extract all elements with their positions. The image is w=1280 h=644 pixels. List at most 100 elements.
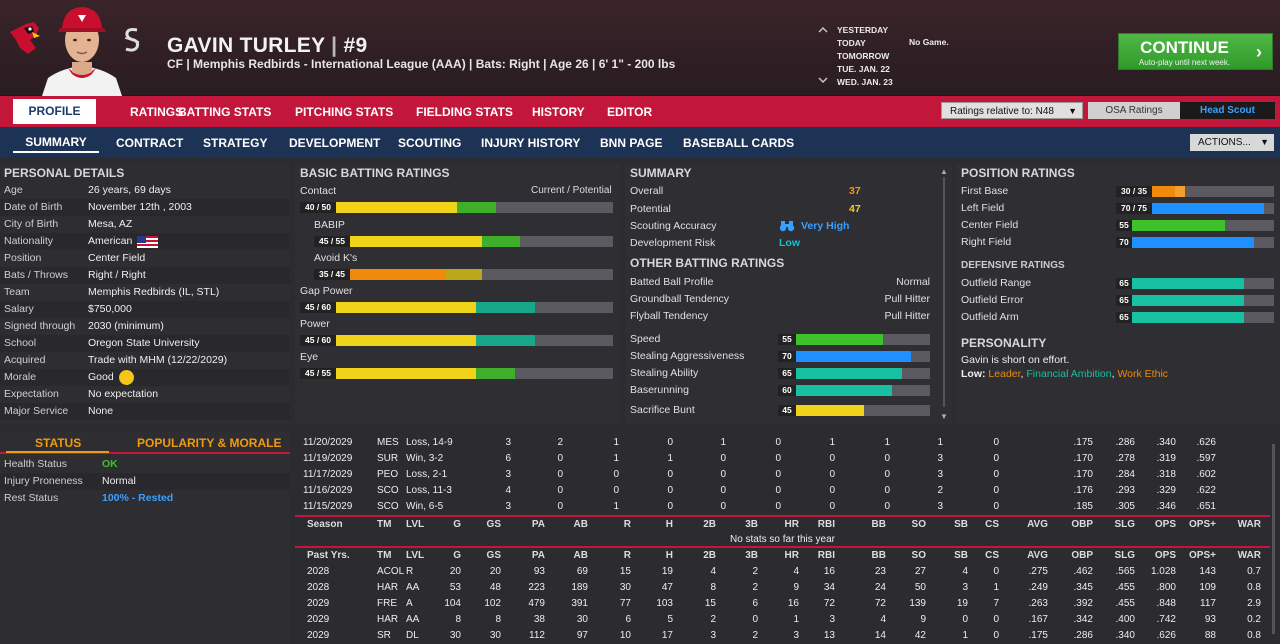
personal-value: $750,000 [88,303,132,315]
rating-fill [1116,278,1245,289]
rating-value: 60 [778,385,796,396]
tab-status[interactable]: STATUS [35,436,82,450]
current-segment [1116,203,1255,214]
subtab-development[interactable]: DEVELOPMENT [289,136,381,150]
past-season-row-cell: 2028 [307,566,330,577]
game-log-row-cell: 0 [829,469,835,480]
subtab-baseball-cards[interactable]: BASEBALL CARDS [683,136,795,150]
past-season-row-cell: 3 [829,614,835,625]
game-log-row-cell: 3 [505,501,511,512]
past-season-row-cell: 30 [619,582,631,593]
game-log-row-cell: 0 [667,485,673,496]
rating-value: 45 / 60 [300,302,336,313]
chevron-up-icon[interactable] [818,27,828,33]
tab-fielding-stats[interactable]: FIELDING STATS [416,105,513,119]
tab-history[interactable]: HISTORY [532,105,585,119]
game-log-row-cell: 0 [775,501,781,512]
subtab-scouting[interactable]: SCOUTING [398,136,462,150]
actions-label: ACTIONS... [1198,137,1251,148]
player-info: CF | Memphis Redbirds - International Le… [167,57,676,71]
subtab-strategy[interactable]: STRATEGY [203,136,268,150]
subtab-bnn-page[interactable]: BNN PAGE [600,136,663,150]
past-season-row-cell: 42 [914,630,926,641]
schedule-day[interactable]: YESTERDAY [837,25,889,35]
personal-key: Acquired [4,354,46,366]
low-trait-financial: Financial Ambition [1026,368,1112,380]
past-season-row-cell: 2 [752,566,758,577]
current-segment [314,236,483,247]
summary-title: SUMMARY [630,166,692,180]
past-season-row: 2028 HAR AA 53 48 223 189 30 47 8 2 9 34 24 50 3 1 .249 .3… [295,580,1270,596]
tab-editor[interactable]: EDITOR [607,105,653,119]
running-rating-label: Sacrifice Bunt [630,404,695,416]
chevron-down-icon[interactable] [818,77,828,83]
personal-row: Date of Birth November 12th , 2003 [0,199,290,216]
rating-value: 65 [1116,295,1132,306]
status-value: OK [102,458,118,470]
actions-dropdown[interactable]: ACTIONS... ▼ [1190,134,1274,151]
status-value: Normal [102,475,136,487]
past-season-row-cell: 1.028 [1150,566,1176,577]
personal-row: Salary $750,000 [0,301,290,318]
batting-rating-bar: 45 / 55 [300,368,613,379]
schedule-day[interactable]: TODAY [837,38,866,48]
past-header-row-cell: 2B [703,550,716,561]
game-log-row-cell: .622 [1196,485,1216,496]
past-season-row-cell: .263 [1028,598,1048,609]
past-season-row-cell: 9 [793,582,799,593]
subtab-summary[interactable]: SUMMARY [13,132,99,153]
past-season-row-cell: .462 [1073,566,1093,577]
past-season-row-cell: 103 [656,598,673,609]
tab-batting-stats[interactable]: BATTING STATS [178,105,272,119]
past-season-row-cell: 189 [571,582,588,593]
osa-ratings-button[interactable]: OSA Ratings [1088,102,1180,119]
rating-value: 45 [778,405,796,416]
continue-button[interactable]: CONTINUE Auto-play until next week. › [1118,33,1273,70]
chevron-right-icon: › [1256,42,1262,62]
game-log-row-cell: 0 [667,469,673,480]
tab-profile[interactable]: PROFILE [13,99,96,124]
schedule-day[interactable]: TUE. JAN. 22 [837,64,890,74]
personal-key: Age [4,184,23,196]
game-log-row-cell: .597 [1196,453,1216,464]
past-season-row-cell: 48 [489,582,501,593]
past-season-row-cell: .400 [1115,614,1135,625]
schedule-day[interactable]: TOMORROW [837,51,890,61]
summary-scrollbar[interactable]: ▲ ▼ [940,167,948,421]
chevron-down-icon: ▼ [1260,137,1269,147]
running-rating-bar: 55 [778,334,930,345]
subtab-injury-history[interactable]: INJURY HISTORY [481,136,581,150]
rating-value: 45 / 55 [314,236,350,247]
past-season-row-cell: 38 [533,614,545,625]
subtab-contract[interactable]: CONTRACT [116,136,184,150]
potential-value: 47 [849,203,861,215]
past-header-row-cell: AVG [1027,550,1048,561]
head-scout-button[interactable]: Head Scout [1180,102,1275,119]
potential-label: Potential [630,203,671,215]
tab-pitching-stats[interactable]: PITCHING STATS [295,105,394,119]
running-rating-label: Baserunning [630,384,689,396]
past-header-row-cell: LVL [406,550,425,561]
continue-label: CONTINUE [1140,38,1229,57]
tab-popularity-morale[interactable]: POPULARITY & MORALE [137,436,282,450]
personal-row: Expectation No expectation [0,386,290,403]
game-log-row-cell: 0 [829,485,835,496]
past-season-row-cell: 72 [874,598,886,609]
past-header-row-cell: G [453,550,461,561]
position-rating-bar: 70 [1116,237,1274,248]
running-rating-bar: 60 [778,385,930,396]
running-rating-bar: 65 [778,368,930,379]
past-season-row-cell: 20 [489,566,501,577]
personal-value: Right / Right [88,269,146,281]
game-log-row-cell: SCO [377,501,399,512]
past-season-row-cell: 3 [962,582,968,593]
tab-ratings[interactable]: RATINGS [130,105,184,119]
rating-value: 70 [1116,237,1132,248]
status-key: Rest Status [4,492,59,504]
table-scrollbar[interactable] [1268,432,1280,644]
ratings-relative-select[interactable]: Ratings relative to: N48 ▼ [941,102,1083,119]
game-log-row-cell: 0 [884,453,890,464]
schedule-day[interactable]: WED. JAN. 23 [837,77,893,87]
rating-value: 55 [1116,220,1132,231]
game-log-row-cell: 0 [993,485,999,496]
